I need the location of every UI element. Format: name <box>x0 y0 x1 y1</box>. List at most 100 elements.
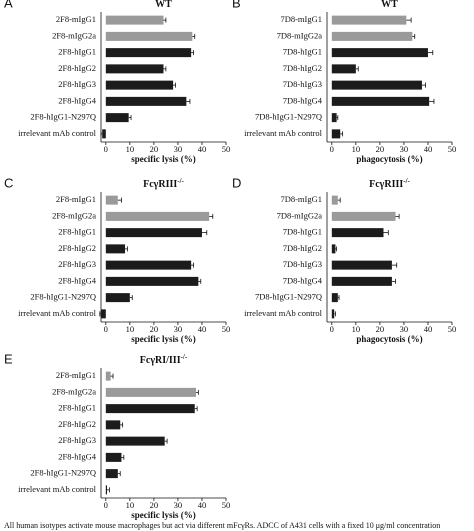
y-tick-label: irrelevant mAb control <box>244 128 323 138</box>
x-tick-label: 0 <box>330 144 334 154</box>
bar <box>105 293 130 303</box>
error-bar <box>120 422 124 428</box>
x-tick-label: 20 <box>376 324 385 334</box>
x-tick-label: 50 <box>448 144 457 154</box>
error-bar <box>201 230 208 236</box>
x-axis-label: specific lysis (%) <box>131 154 196 164</box>
x-tick-label: 40 <box>198 500 207 510</box>
y-tick-label: 7D8-mIgG1 <box>280 14 322 24</box>
error-bar <box>186 98 191 104</box>
error-bar <box>191 262 194 268</box>
x-tick-label: 30 <box>174 500 183 510</box>
bar <box>105 64 164 74</box>
y-tick-label: 2F8-hIgG1-N297Q <box>30 112 96 122</box>
bar <box>331 80 422 90</box>
error-bar <box>391 262 398 268</box>
y-tick-label: 2F8-mIgG2a <box>52 210 96 220</box>
y-tick-label: 7D8-mIgG2a <box>277 210 323 220</box>
bar <box>105 211 210 221</box>
y-tick-label: 2F8-hIgG1 <box>58 227 96 237</box>
bar <box>101 309 106 319</box>
bar <box>331 96 430 106</box>
bar <box>105 387 196 397</box>
x-tick-label: 10 <box>126 324 135 334</box>
x-tick-label: 30 <box>174 144 183 154</box>
x-tick-label: 10 <box>126 500 135 510</box>
x-tick-label: 50 <box>448 324 457 334</box>
x-tick-label: 10 <box>352 144 361 154</box>
y-tick-label: 7D8-hIgG1 <box>283 227 322 237</box>
bar <box>105 15 164 25</box>
bar <box>331 31 413 41</box>
error-bar <box>107 487 110 493</box>
error-bar <box>192 33 196 39</box>
title-text: FcγRIII <box>143 179 177 190</box>
error-bar <box>395 213 400 219</box>
bar <box>105 404 195 414</box>
error-bar <box>335 246 338 252</box>
bar <box>331 129 341 139</box>
bar <box>105 113 129 123</box>
x-tick-label: 20 <box>376 144 385 154</box>
bar <box>331 195 338 205</box>
x-tick-label: 40 <box>424 324 433 334</box>
bar <box>105 436 165 446</box>
y-tick-label: irrelevant mAb control <box>244 308 323 318</box>
error-bar <box>163 66 167 72</box>
y-tick-label: irrelevant mAb control <box>18 128 97 138</box>
error-bar <box>100 131 103 137</box>
y-tick-label: 7D8-mIgG1 <box>280 194 322 204</box>
x-axis-label: phagocytosis (%) <box>356 154 422 164</box>
bar <box>105 195 118 205</box>
panel-label: C <box>4 175 13 190</box>
bar <box>105 80 174 90</box>
y-tick-label: 2F8-hIgG1 <box>58 47 96 57</box>
panel-label: D <box>232 175 241 190</box>
panel-title: WT <box>381 0 398 10</box>
title-text: WT <box>381 0 398 10</box>
bar <box>102 129 106 139</box>
y-tick-label: 7D8-hIgG4 <box>283 95 323 105</box>
bar <box>105 469 118 479</box>
y-tick-label: 2F8-hIgG2 <box>58 419 96 429</box>
y-tick-label: 2F8-hIgG3 <box>58 79 96 89</box>
x-tick-label: 20 <box>150 144 159 154</box>
bar <box>105 48 192 58</box>
bar <box>105 485 108 495</box>
y-tick-label: 2F8-mIgG1 <box>56 194 96 204</box>
x-tick-label: 30 <box>174 324 183 334</box>
error-bar <box>209 213 214 219</box>
error-bar <box>195 389 199 395</box>
bar <box>105 371 111 381</box>
bar <box>331 15 407 25</box>
bar <box>105 31 193 41</box>
error-bar <box>429 98 435 104</box>
error-bar <box>128 115 132 121</box>
x-tick-label: 50 <box>222 144 231 154</box>
y-tick-label: 2F8-mIgG2a <box>52 30 96 40</box>
error-bar <box>427 50 434 56</box>
x-tick-label: 40 <box>198 144 207 154</box>
error-bar <box>99 311 101 317</box>
y-tick-label: 7D8-hIgG1-N297Q <box>255 292 322 302</box>
error-bar <box>117 471 121 477</box>
panel-title: WT <box>155 0 172 10</box>
error-bar <box>383 230 389 236</box>
error-bar <box>406 17 412 23</box>
y-tick-label: irrelevant mAb control <box>18 308 97 318</box>
panel-label: E <box>4 351 13 366</box>
bar <box>105 276 199 286</box>
bar <box>331 309 335 319</box>
y-tick-label: 2F8-mIgG1 <box>56 370 96 380</box>
bar <box>105 228 202 238</box>
title-superscript: -/- <box>403 177 410 185</box>
y-tick-label: 7D8-hIgG1 <box>283 47 322 57</box>
y-tick-label: 7D8-hIgG4 <box>283 275 323 285</box>
panel-title: FcγRIII-/- <box>369 177 410 191</box>
y-tick-label: 2F8-hIgG2 <box>58 243 96 253</box>
error-bar <box>412 33 416 39</box>
x-tick-label: 0 <box>330 324 334 334</box>
error-bar <box>125 246 128 252</box>
error-bar <box>334 311 336 317</box>
title-text: FcγRI/III <box>140 355 181 366</box>
